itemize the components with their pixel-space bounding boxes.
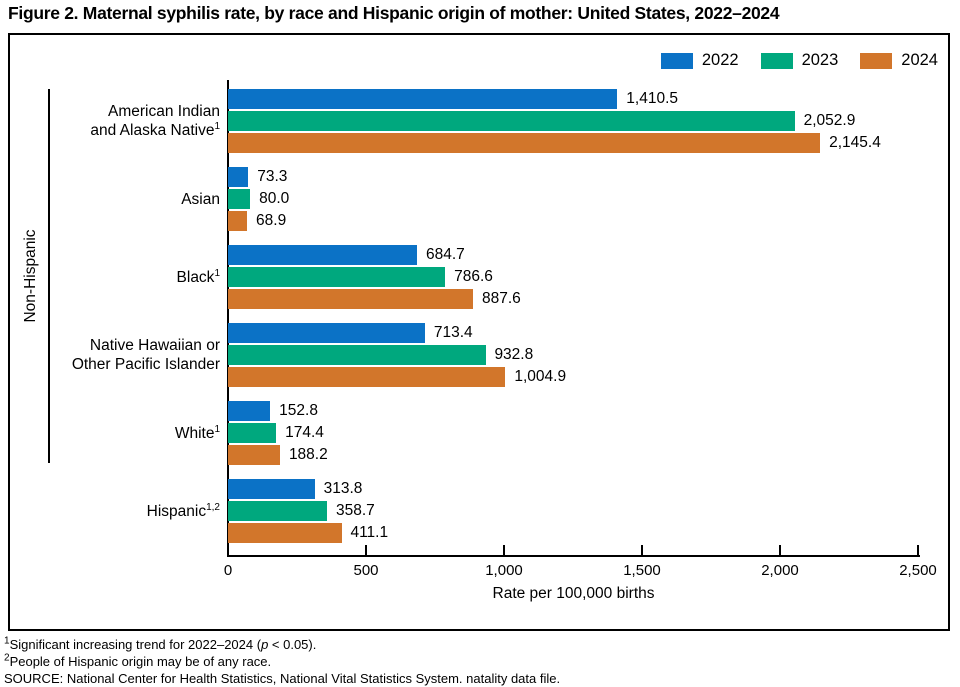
bar-2022 xyxy=(228,401,271,421)
bar-2022 xyxy=(228,245,417,265)
value-label: 313.8 xyxy=(323,480,363,497)
legend-item-2023: 2023 xyxy=(760,51,839,70)
value-label: 68.9 xyxy=(256,212,287,229)
category-label: Native Hawaiian or Other Pacific Islander xyxy=(71,337,220,373)
bar-2024 xyxy=(228,445,280,465)
footnote-1: 1Significant increasing trend for 2022–2… xyxy=(4,636,560,653)
value-label: 2,145.4 xyxy=(829,134,881,151)
category-label: Black1 xyxy=(176,267,220,286)
x-axis-tick xyxy=(503,545,505,555)
category-label: Hispanic1,2 xyxy=(146,501,220,520)
value-label: 887.6 xyxy=(481,290,521,307)
bar-2024 xyxy=(228,289,473,309)
bar-2022 xyxy=(228,479,315,499)
figure-title: Figure 2. Maternal syphilis rate, by rac… xyxy=(8,3,780,23)
footnote-1-italic-p: p xyxy=(261,637,269,652)
footnote-2: 2People of Hispanic origin may be of any… xyxy=(4,653,560,670)
bar-2024 xyxy=(228,133,821,153)
legend-swatch-2024-icon xyxy=(860,52,893,69)
category-label: White1 xyxy=(174,423,220,442)
non-hispanic-bracket-line xyxy=(48,89,50,463)
x-axis-tick-label: 2,500 xyxy=(899,562,937,579)
value-label: 358.7 xyxy=(336,502,375,519)
bar-2024 xyxy=(228,367,506,387)
x-axis-tick xyxy=(641,545,643,555)
bar-2022 xyxy=(228,167,249,187)
x-axis-tick-label: 2,000 xyxy=(761,562,799,579)
footnotes: 1Significant increasing trend for 2022–2… xyxy=(4,636,560,687)
bar-2023 xyxy=(228,111,795,131)
legend-label-2024: 2024 xyxy=(901,51,938,69)
bar-2023 xyxy=(228,345,486,365)
value-label: 2,052.9 xyxy=(803,112,856,129)
x-axis-title: Rate per 100,000 births xyxy=(492,585,655,602)
value-label: 73.3 xyxy=(257,168,288,185)
category-label: American Indian and Alaska Native1 xyxy=(90,103,220,139)
bar-2022 xyxy=(228,89,618,109)
value-label: 786.6 xyxy=(454,268,493,285)
legend-swatch-2022-icon xyxy=(660,52,693,69)
bar-2023 xyxy=(228,423,277,443)
x-axis-tick xyxy=(365,545,367,555)
value-label: 684.7 xyxy=(425,246,465,263)
value-label: 1,410.5 xyxy=(626,90,679,107)
chart-frame: 2022 2023 2024 Non-Hispanic American Ind… xyxy=(8,33,950,631)
x-axis-tick-label: 1,500 xyxy=(623,562,661,579)
bar-2023 xyxy=(228,501,327,521)
legend-label-2023: 2023 xyxy=(801,51,839,69)
value-label: 1,004.9 xyxy=(514,368,567,385)
x-axis-line xyxy=(227,555,920,557)
non-hispanic-group-label: Non-Hispanic xyxy=(22,229,39,323)
value-label: 174.4 xyxy=(285,424,324,441)
legend-label-2022: 2022 xyxy=(701,51,739,69)
x-axis-tick-label: 0 xyxy=(223,562,233,579)
legend-item-2022: 2022 xyxy=(660,51,739,70)
footnote-2-sup: 2 xyxy=(4,652,10,664)
source-note: SOURCE: National Center for Health Stati… xyxy=(4,671,561,686)
value-label: 80.0 xyxy=(259,190,290,207)
footnote-1-text: Significant increasing trend for 2022–20… xyxy=(9,637,262,652)
bar-2023 xyxy=(228,267,446,287)
value-label: 152.8 xyxy=(279,402,318,419)
chart-legend: 2022 2023 2024 xyxy=(660,51,938,70)
footnote-1-text-end: < 0.05). xyxy=(268,637,317,652)
x-axis-tick xyxy=(779,545,781,555)
x-axis-tick xyxy=(917,545,919,555)
bar-2023 xyxy=(228,189,251,209)
bar-2022 xyxy=(228,323,425,343)
footnote-2-text: People of Hispanic origin may be of any … xyxy=(9,654,272,669)
bar-2024 xyxy=(228,523,342,543)
category-label: Asian xyxy=(181,190,220,208)
bar-2024 xyxy=(228,211,247,231)
value-label: 411.1 xyxy=(350,524,389,541)
value-label: 713.4 xyxy=(433,324,473,341)
value-label: 188.2 xyxy=(288,446,328,463)
x-axis-tick-label: 500 xyxy=(353,562,379,579)
value-label: 932.8 xyxy=(494,346,534,363)
y-axis-line xyxy=(227,80,229,557)
legend-swatch-2023-icon xyxy=(760,52,793,69)
legend-item-2024: 2024 xyxy=(860,51,938,70)
footnote-1-sup: 1 xyxy=(4,635,10,647)
x-axis-tick-label: 1,000 xyxy=(485,562,523,579)
